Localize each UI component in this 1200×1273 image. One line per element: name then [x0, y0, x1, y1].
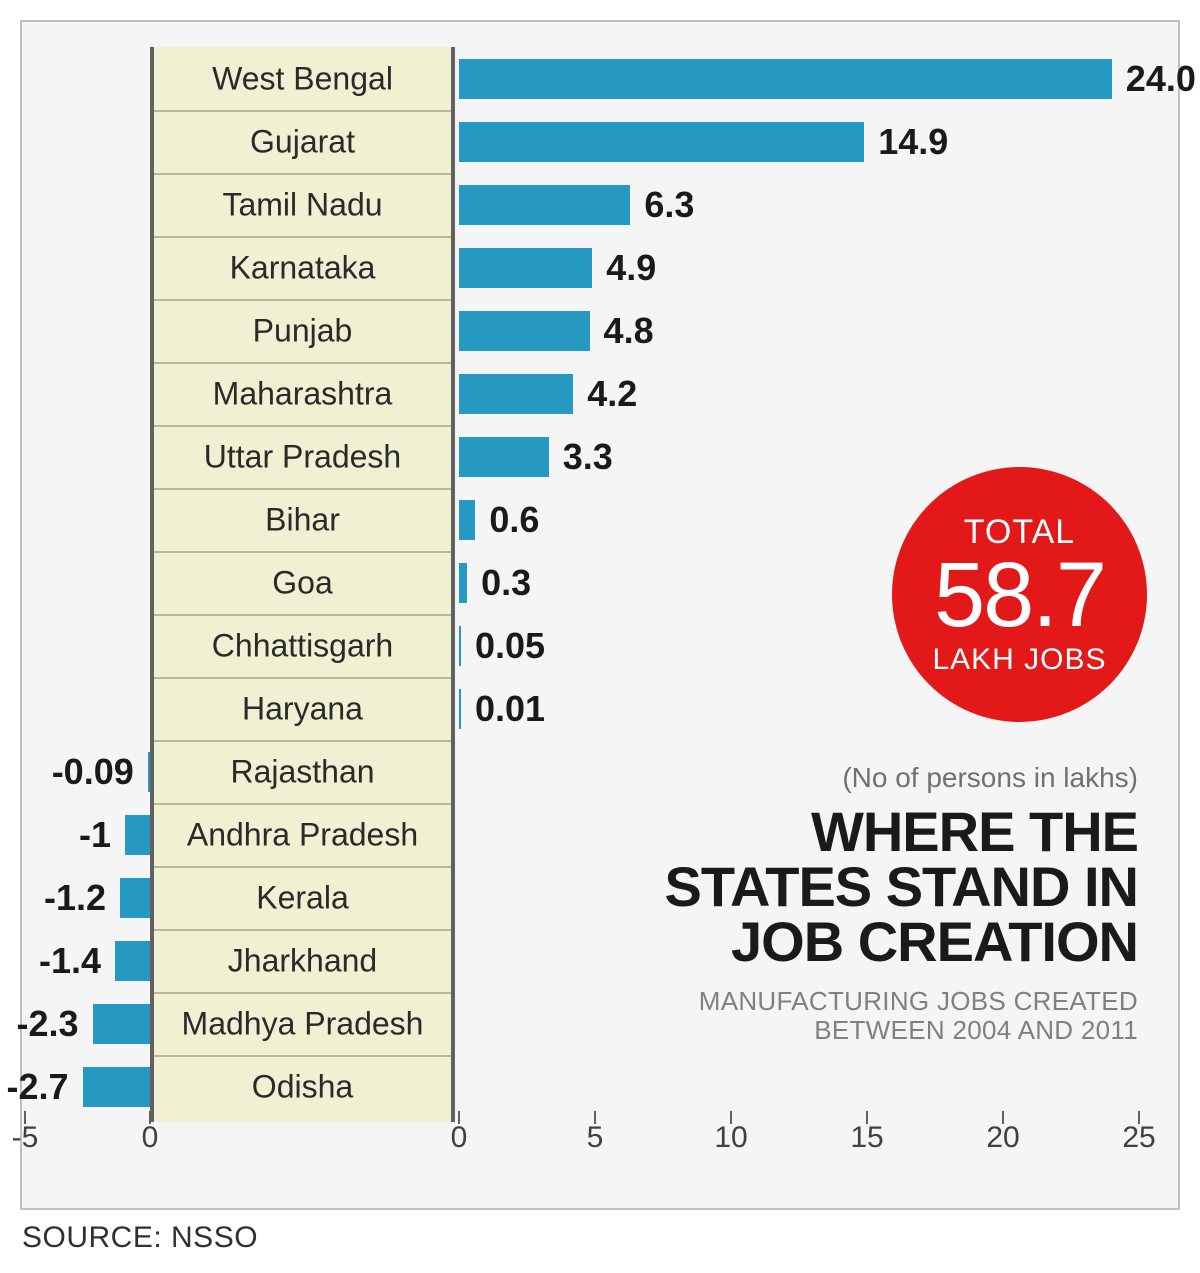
bar-value-label: 0.01: [475, 688, 545, 730]
bar: [93, 1004, 151, 1044]
row-divider: [154, 362, 451, 364]
row-divider: [154, 110, 451, 112]
row-divider: [154, 236, 451, 238]
bar-value-label: 0.6: [489, 499, 539, 541]
bar-value-label: 24.0: [1126, 58, 1196, 100]
category-label: Haryana: [150, 690, 455, 727]
bar-row: West Bengal24.0: [22, 47, 1178, 110]
category-label: Kerala: [150, 879, 455, 916]
bar-value-label: 3.3: [563, 436, 613, 478]
bar-value-label: 4.2: [587, 373, 637, 415]
bar: [459, 248, 592, 288]
bar-value-label: 0.3: [481, 562, 531, 604]
x-tick-label: 0: [451, 1121, 468, 1155]
bar-value-label: -1.2: [44, 877, 106, 919]
bar: [125, 815, 150, 855]
row-divider: [154, 173, 451, 175]
chart-headline: WHERE THE STATES STAND IN JOB CREATION: [598, 805, 1138, 970]
row-divider: [154, 551, 451, 553]
row-divider: [154, 299, 451, 301]
bar-row: Gujarat 14.9: [22, 110, 1178, 173]
badge-label-bottom: LAKH JOBS: [932, 645, 1106, 675]
row-divider: [154, 614, 451, 616]
category-label: Madhya Pradesh: [150, 1005, 455, 1042]
bar-value-label: 4.8: [604, 310, 654, 352]
bar-value-label: -2.3: [16, 1003, 78, 1045]
x-tick-label: 15: [850, 1121, 883, 1155]
unit-note: (No of persons in lakhs): [842, 762, 1138, 794]
category-label: West Bengal: [150, 60, 455, 97]
row-divider: [154, 929, 451, 931]
bar: [459, 311, 590, 351]
row-divider: [154, 425, 451, 427]
category-label: Gujarat: [150, 123, 455, 160]
bar: [83, 1067, 151, 1107]
bar-row: Maharashtra 4.2: [22, 362, 1178, 425]
row-divider: [154, 866, 451, 868]
row-divider: [154, 992, 451, 994]
bar: [115, 941, 150, 981]
total-badge: TOTAL 58.7 LAKH JOBS: [892, 467, 1147, 722]
bar: [459, 374, 573, 414]
row-divider: [154, 488, 451, 490]
row-divider: [154, 1055, 451, 1057]
source-label: SOURCE: NSSO: [22, 1221, 258, 1255]
bar-value-label: -1: [79, 814, 111, 856]
x-tick-label: -5: [12, 1121, 39, 1155]
category-label: Bihar: [150, 501, 455, 538]
category-label: Tamil Nadu: [150, 186, 455, 223]
x-tick-label: 20: [986, 1121, 1019, 1155]
bar: [459, 626, 461, 666]
bar: [459, 689, 461, 729]
category-label: Rajasthan: [150, 753, 455, 790]
badge-value: 58.7: [934, 549, 1105, 641]
category-label: Chhattisgarh: [150, 627, 455, 664]
category-label: Punjab: [150, 312, 455, 349]
bar: [120, 878, 150, 918]
bar: [148, 752, 150, 792]
bar-row: Karnataka 4.9: [22, 236, 1178, 299]
category-label: Odisha: [150, 1068, 455, 1105]
category-label: Uttar Pradesh: [150, 438, 455, 475]
chart-area: West Bengal24.0 Gujarat 14.9 Tamil Nadu 6.3 K…: [22, 47, 1178, 1147]
bar-row: Punjab 4.8: [22, 299, 1178, 362]
bar-row: Tamil Nadu 6.3: [22, 173, 1178, 236]
bar-value-label: -1.4: [39, 940, 101, 982]
bar-value-label: 4.9: [606, 247, 656, 289]
bar: [459, 500, 475, 540]
bar: [459, 437, 549, 477]
category-label: Andhra Pradesh: [150, 816, 455, 853]
bar-value-label: -0.09: [52, 751, 134, 793]
x-tick-label: 0: [142, 1121, 159, 1155]
bar-value-label: 6.3: [644, 184, 694, 226]
x-tick-label: 10: [714, 1121, 747, 1155]
category-label: Maharashtra: [150, 375, 455, 412]
bar-row: Odisha-2.7: [22, 1055, 1178, 1118]
category-label: Karnataka: [150, 249, 455, 286]
chart-subhead: MANUFACTURING JOBS CREATED BETWEEN 2004 …: [668, 987, 1138, 1044]
bar-value-label: -2.7: [6, 1066, 68, 1108]
category-label: Jharkhand: [150, 942, 455, 979]
x-tick-label: 25: [1122, 1121, 1155, 1155]
bar: [459, 122, 864, 162]
row-divider: [154, 740, 451, 742]
x-tick-label: 5: [587, 1121, 604, 1155]
bar: [459, 563, 467, 603]
category-label: Goa: [150, 564, 455, 601]
bar: [459, 59, 1112, 99]
bar-value-label: 14.9: [878, 121, 948, 163]
bar-value-label: 0.05: [475, 625, 545, 667]
row-divider: [154, 677, 451, 679]
row-divider: [154, 803, 451, 805]
bar: [459, 185, 630, 225]
chart-container: West Bengal24.0 Gujarat 14.9 Tamil Nadu 6.3 K…: [20, 20, 1180, 1210]
